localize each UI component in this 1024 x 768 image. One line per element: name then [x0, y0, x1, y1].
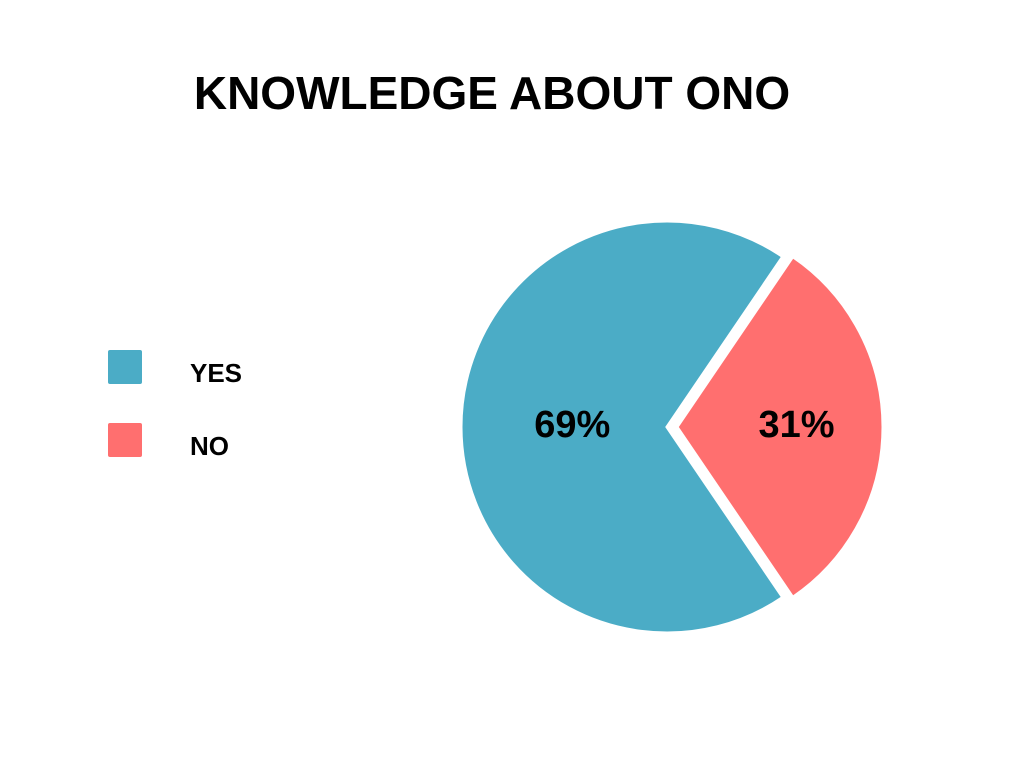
legend-swatch — [108, 350, 142, 384]
pie-slice — [675, 254, 885, 600]
legend-label: NO — [190, 431, 229, 461]
data-label: 69% — [534, 404, 610, 446]
data-label: 31% — [758, 404, 834, 446]
chart-title: KNOWLEDGE ABOUT ONO — [194, 67, 790, 119]
pie-slice — [459, 219, 785, 635]
legend-label: YES — [190, 358, 242, 388]
legend-swatch — [108, 423, 142, 457]
